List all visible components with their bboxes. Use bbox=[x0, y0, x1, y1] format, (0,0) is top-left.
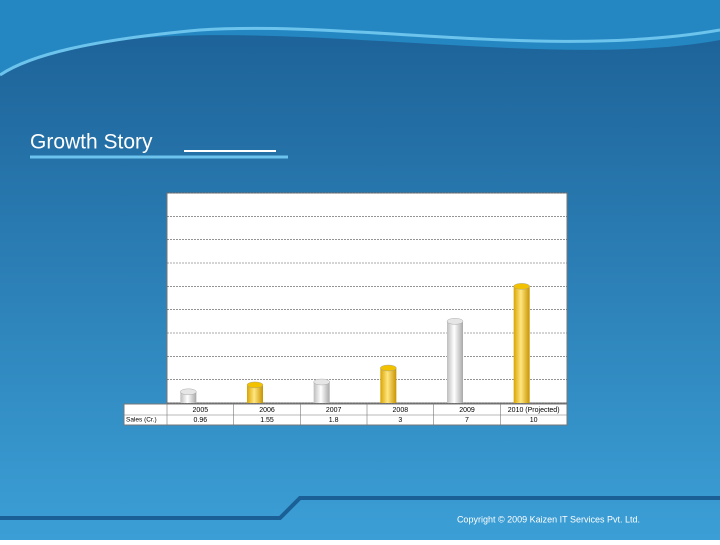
x-tick-label: 2008 bbox=[393, 407, 409, 414]
data-label: 0.96 bbox=[194, 417, 208, 424]
bar-cap bbox=[446, 318, 464, 325]
swoosh-line bbox=[0, 26, 720, 77]
bar-cap bbox=[180, 388, 197, 395]
bar bbox=[513, 286, 530, 403]
data-label: 1.8 bbox=[329, 417, 339, 424]
bar-cap bbox=[313, 378, 330, 386]
bar-cap bbox=[380, 364, 397, 372]
bar bbox=[447, 321, 463, 403]
x-tick-label: 2009 bbox=[459, 407, 475, 414]
data-label: 10 bbox=[530, 417, 538, 424]
bar bbox=[180, 391, 197, 403]
plot-area bbox=[166, 192, 568, 404]
x-tick-label: 2006 bbox=[259, 407, 275, 414]
bar bbox=[247, 384, 263, 403]
data-table bbox=[123, 403, 568, 426]
bar-cap bbox=[246, 381, 264, 389]
x-tick-label: 2010 (Projected) bbox=[508, 407, 560, 414]
bar bbox=[380, 368, 397, 403]
table-row-label: Sales (Cr.) bbox=[126, 417, 157, 424]
bar-cap bbox=[513, 283, 530, 290]
top-swoosh bbox=[0, 0, 720, 75]
data-label: 1.55 bbox=[260, 417, 274, 424]
data-label: 3 bbox=[398, 417, 402, 424]
x-tick-label: 2005 bbox=[193, 407, 209, 414]
footer-line bbox=[0, 496, 720, 520]
footer-text: Copyright © 2009 Kaizen IT Services Pvt.… bbox=[457, 514, 640, 524]
bar bbox=[313, 382, 330, 403]
data-label: 7 bbox=[465, 417, 469, 424]
x-tick-label: 2007 bbox=[326, 407, 342, 414]
slide-title: Growth Story bbox=[30, 131, 153, 154]
